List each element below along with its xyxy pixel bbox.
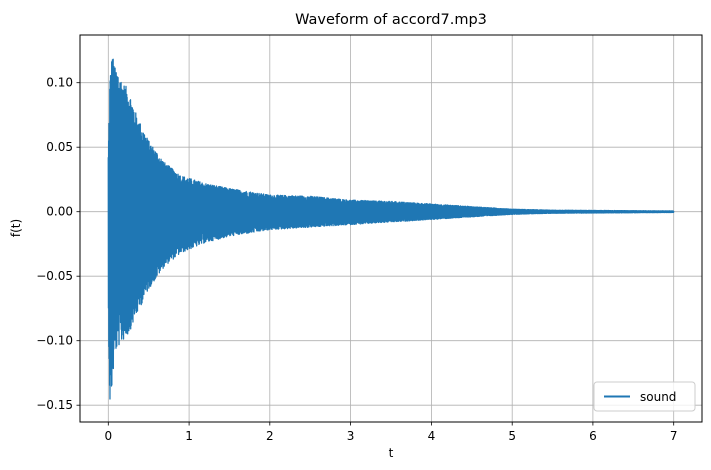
x-axis-label: t [389,446,394,460]
x-tick-label: 6 [589,429,597,443]
y-axis-ticks: −0.15 −0.10 −0.05 0.00 0.05 0.10 [36,76,80,412]
plot-series [107,58,675,400]
x-tick-label: 4 [428,429,436,443]
series-line-sound [107,58,675,400]
y-tick-label: 0.00 [46,205,73,219]
chart-title: Waveform of accord7.mp3 [295,12,487,28]
x-tick-label: 7 [670,429,678,443]
plot-area-frame [79,34,703,423]
x-tick-label: 2 [266,429,274,443]
y-tick-label: 0.05 [46,140,73,154]
x-tick-label: 3 [347,429,355,443]
y-axis-label: f(t) [9,219,23,237]
y-tick-label: 0.10 [46,76,73,90]
x-tick-label: 5 [508,429,516,443]
x-tick-label: 0 [104,429,112,443]
y-tick-label: −0.10 [36,334,73,348]
x-tick-label: 1 [185,429,193,443]
y-tick-label: −0.15 [36,398,73,412]
legend-box [593,381,696,412]
y-tick-label: −0.05 [36,269,73,283]
x-axis-ticks: 0 1 2 3 4 5 6 7 [104,422,678,443]
legend-label-sound: sound [640,390,676,404]
legend: sound [593,381,696,412]
